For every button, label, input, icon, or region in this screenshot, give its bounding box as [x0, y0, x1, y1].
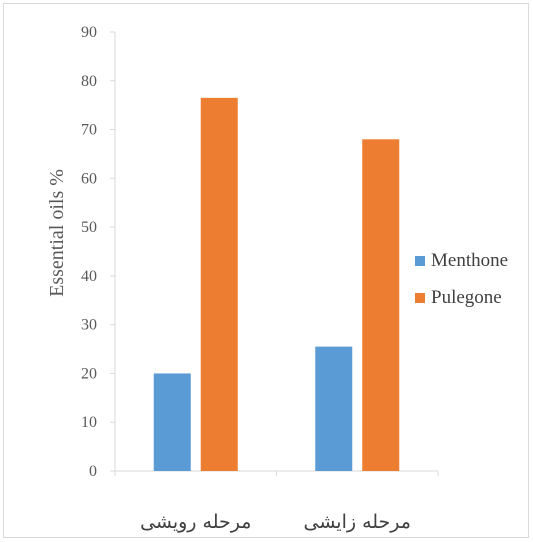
legend-label-menthone: Menthone — [431, 250, 508, 271]
y-tick-label: 20 — [81, 365, 97, 382]
chart-frame — [3, 3, 529, 538]
legend-label-pulegone: Pulegone — [431, 287, 502, 308]
bars — [153, 97, 400, 472]
y-tick-label: 70 — [81, 122, 97, 139]
y-axis-label: Essential oils % — [46, 169, 68, 297]
y-tick-label: 80 — [81, 73, 97, 90]
legend: Menthone Pulegone — [415, 250, 508, 308]
y-tick-label: 0 — [89, 463, 97, 480]
bar-menthone-1 — [315, 346, 353, 471]
y-tick-label: 50 — [81, 219, 97, 236]
bar-pulegone-0 — [200, 97, 238, 471]
y-tick-label: 30 — [81, 317, 97, 334]
y-tick-label: 60 — [81, 170, 97, 187]
legend-swatch-menthone — [415, 256, 425, 266]
y-tick-labels: 0 10 20 30 40 50 60 70 80 90 — [81, 24, 97, 480]
bar-menthone-0 — [153, 373, 191, 471]
x-category-label: مرحله زایشی — [304, 511, 411, 533]
legend-swatch-pulegone — [415, 293, 425, 303]
y-tick-label: 90 — [81, 24, 97, 41]
y-tick-label: 10 — [81, 414, 97, 431]
x-category-label: مرحله رویشی — [140, 511, 251, 533]
y-tick-label: 40 — [81, 268, 97, 285]
x-category-labels: مرحله رویشی مرحله زایشی — [140, 511, 411, 533]
bar-pulegone-1 — [362, 139, 400, 472]
